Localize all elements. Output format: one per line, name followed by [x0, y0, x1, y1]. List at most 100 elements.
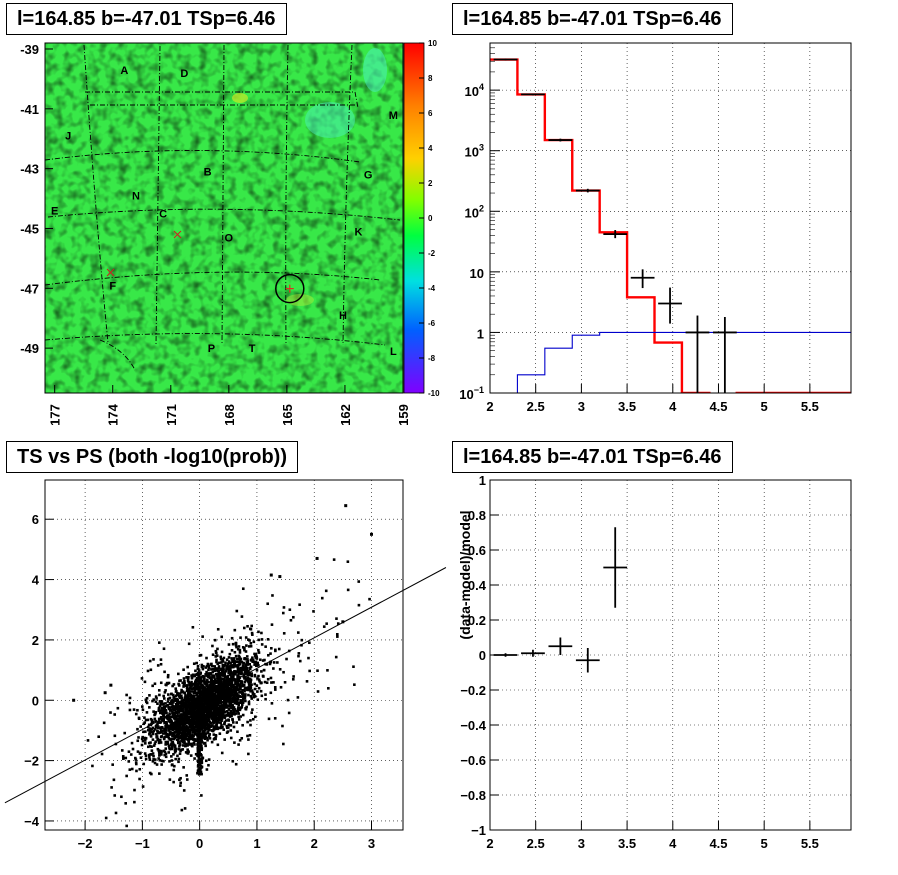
scatter-point: [164, 732, 168, 735]
scatter-point: [177, 711, 181, 714]
scatter-point: [165, 729, 168, 732]
scatter-point: [155, 763, 159, 766]
scatter-point: [231, 717, 234, 721]
scatter-point: [243, 657, 246, 661]
scatter-point: [308, 641, 311, 645]
scatter-point: [159, 729, 163, 732]
scatter-point: [143, 736, 146, 740]
colorbar-tick-label: -4: [428, 284, 436, 293]
scatter-point: [151, 699, 154, 703]
scatter-point: [224, 694, 228, 698]
scatter-point: [167, 734, 170, 738]
scatter-point: [181, 740, 185, 744]
scatter-point: [184, 722, 188, 725]
scatter-point: [244, 693, 247, 696]
scatter-x-axis: −2 −1 0 1 2 3: [78, 821, 375, 851]
colorbar-tick-label: -10: [428, 389, 440, 398]
scatter-point: [239, 657, 243, 661]
scatter-point: [135, 769, 138, 773]
scatter-point: [213, 710, 216, 714]
scatter-point: [200, 794, 203, 797]
scatter-point: [214, 697, 218, 700]
scatter-point: [297, 652, 301, 655]
scatter-point: [231, 664, 235, 667]
scatter-point: [233, 700, 236, 703]
scatter-point: [213, 705, 216, 708]
scatter-point: [161, 718, 165, 721]
scatter-point: [198, 738, 202, 741]
scatter-point: [196, 682, 200, 686]
scatter-point: [327, 686, 330, 690]
scatter-point: [235, 697, 238, 701]
scatter-point: [110, 786, 113, 789]
scatter-point: [186, 752, 190, 755]
scatter-point: [199, 683, 203, 686]
scatter-point: [227, 666, 230, 669]
scatter-point: [242, 626, 246, 630]
scatter-point: [146, 728, 150, 732]
map-y-tick-label: -47: [20, 281, 39, 296]
scatter-point: [188, 682, 192, 685]
spectrum-x-tick-label: 2.5: [527, 399, 545, 414]
scatter-point: [168, 719, 172, 723]
scatter-point: [227, 726, 230, 729]
scatter-point: [197, 701, 201, 705]
scatter-point: [141, 739, 145, 743]
scatter-point: [235, 693, 239, 697]
scatter-point: [199, 715, 203, 719]
scatter-point: [241, 697, 245, 701]
source-circle-ring: [275, 273, 305, 304]
scatter-point: [173, 721, 177, 725]
scatter-point: [214, 681, 217, 684]
scatter-point: [247, 752, 250, 756]
scatter-point: [202, 736, 205, 739]
scatter-point: [217, 703, 220, 707]
scatter-point: [216, 647, 219, 651]
scatter-point: [184, 693, 187, 697]
region-label-e: E: [51, 206, 58, 218]
scatter-point: [185, 705, 189, 708]
scatter-point: [196, 686, 200, 689]
scatter-point: [179, 701, 183, 705]
scatter-point: [184, 737, 187, 741]
scatter-point: [220, 661, 223, 664]
scatter-point: [158, 740, 161, 744]
scatter-point: [248, 667, 252, 671]
scatter-point: [178, 696, 182, 700]
scatter-point: [187, 750, 190, 753]
scatter-point: [218, 695, 222, 698]
scatter-point: [153, 717, 157, 721]
scatter-point: [336, 622, 340, 625]
scatter-point: [157, 717, 161, 721]
scatter-point: [223, 714, 227, 717]
scatter-point: [200, 663, 204, 667]
scatter-point: [194, 673, 198, 677]
scatter-point: [164, 755, 168, 759]
scatter-point: [150, 753, 153, 756]
scatter-point: [152, 729, 156, 733]
scatter-point: [157, 757, 160, 760]
scatter-point: [210, 699, 213, 703]
scatter-point: [175, 720, 179, 724]
scatter-point: [136, 739, 140, 743]
scatter-point: [186, 688, 189, 691]
scatter-point: [215, 689, 219, 692]
scatter-point: [125, 693, 128, 697]
scatter-point: [196, 746, 200, 750]
scatter-point: [227, 688, 230, 691]
scatter-point: [213, 712, 217, 715]
scatter-point: [186, 748, 189, 751]
scatter-point: [199, 713, 202, 716]
scatter-point: [220, 668, 224, 672]
scatter-point: [180, 739, 183, 743]
scatter-point: [192, 741, 196, 745]
scatter-point: [182, 698, 186, 702]
scatter-point: [269, 652, 272, 655]
scatter-point: [308, 669, 311, 673]
scatter-point: [163, 735, 166, 739]
scatter-point: [159, 726, 162, 730]
scatter-point: [187, 709, 191, 712]
scatter-point: [217, 665, 221, 668]
scatter-point: [157, 709, 161, 713]
scatter-point: [210, 664, 214, 668]
